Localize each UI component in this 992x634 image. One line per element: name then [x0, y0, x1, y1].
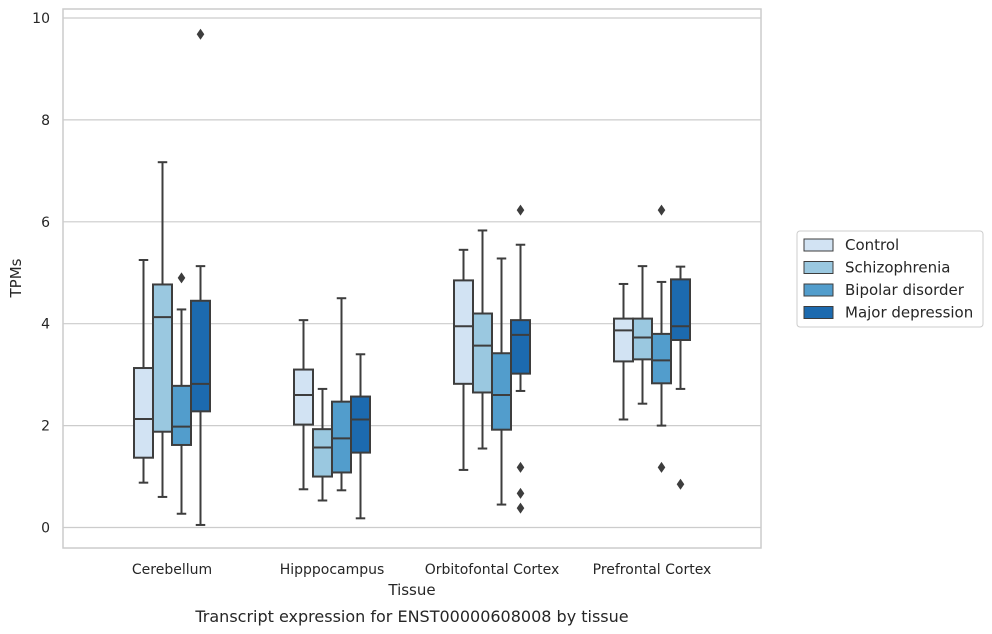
- box-iqr: [670, 278, 691, 342]
- plot-frame: [62, 8, 762, 549]
- outlier-point: [516, 204, 525, 216]
- y-axis-label: TPMs: [7, 258, 25, 298]
- box-major-depression: [190, 28, 211, 526]
- box-control: [453, 248, 474, 471]
- box-iqr: [491, 352, 512, 431]
- box-major-depression: [350, 353, 371, 520]
- y-tick-label: 6: [41, 215, 50, 231]
- x-tick-label: Hipppocampus: [280, 562, 385, 578]
- legend-swatch: [803, 306, 834, 319]
- outlier-point: [177, 272, 186, 284]
- box-iqr: [510, 319, 531, 375]
- x-tick-labels: Cerebellum Hipppocampus Orbitofontal Corte…: [132, 562, 711, 578]
- box-iqr: [632, 317, 653, 361]
- legend-swatch: [803, 261, 834, 274]
- box-iqr: [651, 332, 672, 385]
- box-control: [133, 259, 154, 484]
- box-iqr: [453, 279, 474, 385]
- y-tick-label: 0: [41, 521, 50, 537]
- legend-label: Schizophrenia: [845, 259, 950, 277]
- box-bipolar-disorder: [491, 257, 512, 506]
- y-tick-label: 8: [41, 113, 50, 129]
- box-bipolar-disorder: [171, 272, 192, 515]
- legend: Control Schizophrenia Bipolar disorder Majo…: [796, 230, 984, 328]
- legend-label: Bipolar disorder: [845, 281, 965, 299]
- chart-caption: Transcript expression for ENST0000060800…: [194, 607, 628, 626]
- x-tick-label: Prefrontal Cortex: [593, 562, 712, 578]
- y-tick-label: 10: [32, 11, 50, 27]
- legend-frame: [796, 230, 984, 328]
- box-major-depression: [670, 265, 691, 490]
- legend-label: Control: [845, 236, 899, 254]
- outlier-point: [676, 478, 685, 490]
- box-series: [133, 28, 691, 526]
- box-iqr: [312, 428, 333, 478]
- box-iqr: [331, 400, 352, 474]
- plot-background: [63, 9, 761, 548]
- outlier-point: [516, 487, 525, 499]
- x-axis-label: Tissue: [387, 581, 435, 599]
- outlier-point: [516, 502, 525, 514]
- box-iqr: [190, 299, 211, 413]
- x-tick-label: Cerebellum: [132, 562, 212, 578]
- box-iqr: [171, 384, 192, 446]
- box-schizophrenia: [152, 161, 173, 498]
- box-iqr: [152, 283, 173, 433]
- box-control: [613, 282, 634, 421]
- x-tick-label: Orbitofontal Cortex: [425, 562, 560, 578]
- legend-swatch: [803, 283, 834, 297]
- box-iqr: [133, 367, 154, 459]
- box-bipolar-disorder: [331, 297, 352, 492]
- outlier-point: [657, 204, 666, 216]
- box-iqr: [613, 317, 634, 363]
- box-iqr: [472, 312, 493, 394]
- y-tick-label: 2: [41, 419, 50, 435]
- legend-swatch: [803, 238, 834, 252]
- box-bipolar-disorder: [651, 204, 672, 473]
- box-control: [293, 319, 314, 491]
- legend-label: Major depression: [845, 304, 973, 322]
- box-iqr: [293, 368, 314, 426]
- outlier-point: [657, 461, 666, 473]
- outlier-point: [516, 461, 525, 473]
- box-iqr: [350, 395, 371, 454]
- y-tick-labels: 0 2 4 6 8 10: [32, 11, 50, 537]
- y-tick-label: 4: [41, 317, 50, 333]
- outlier-point: [196, 28, 205, 40]
- box-major-depression: [510, 204, 531, 514]
